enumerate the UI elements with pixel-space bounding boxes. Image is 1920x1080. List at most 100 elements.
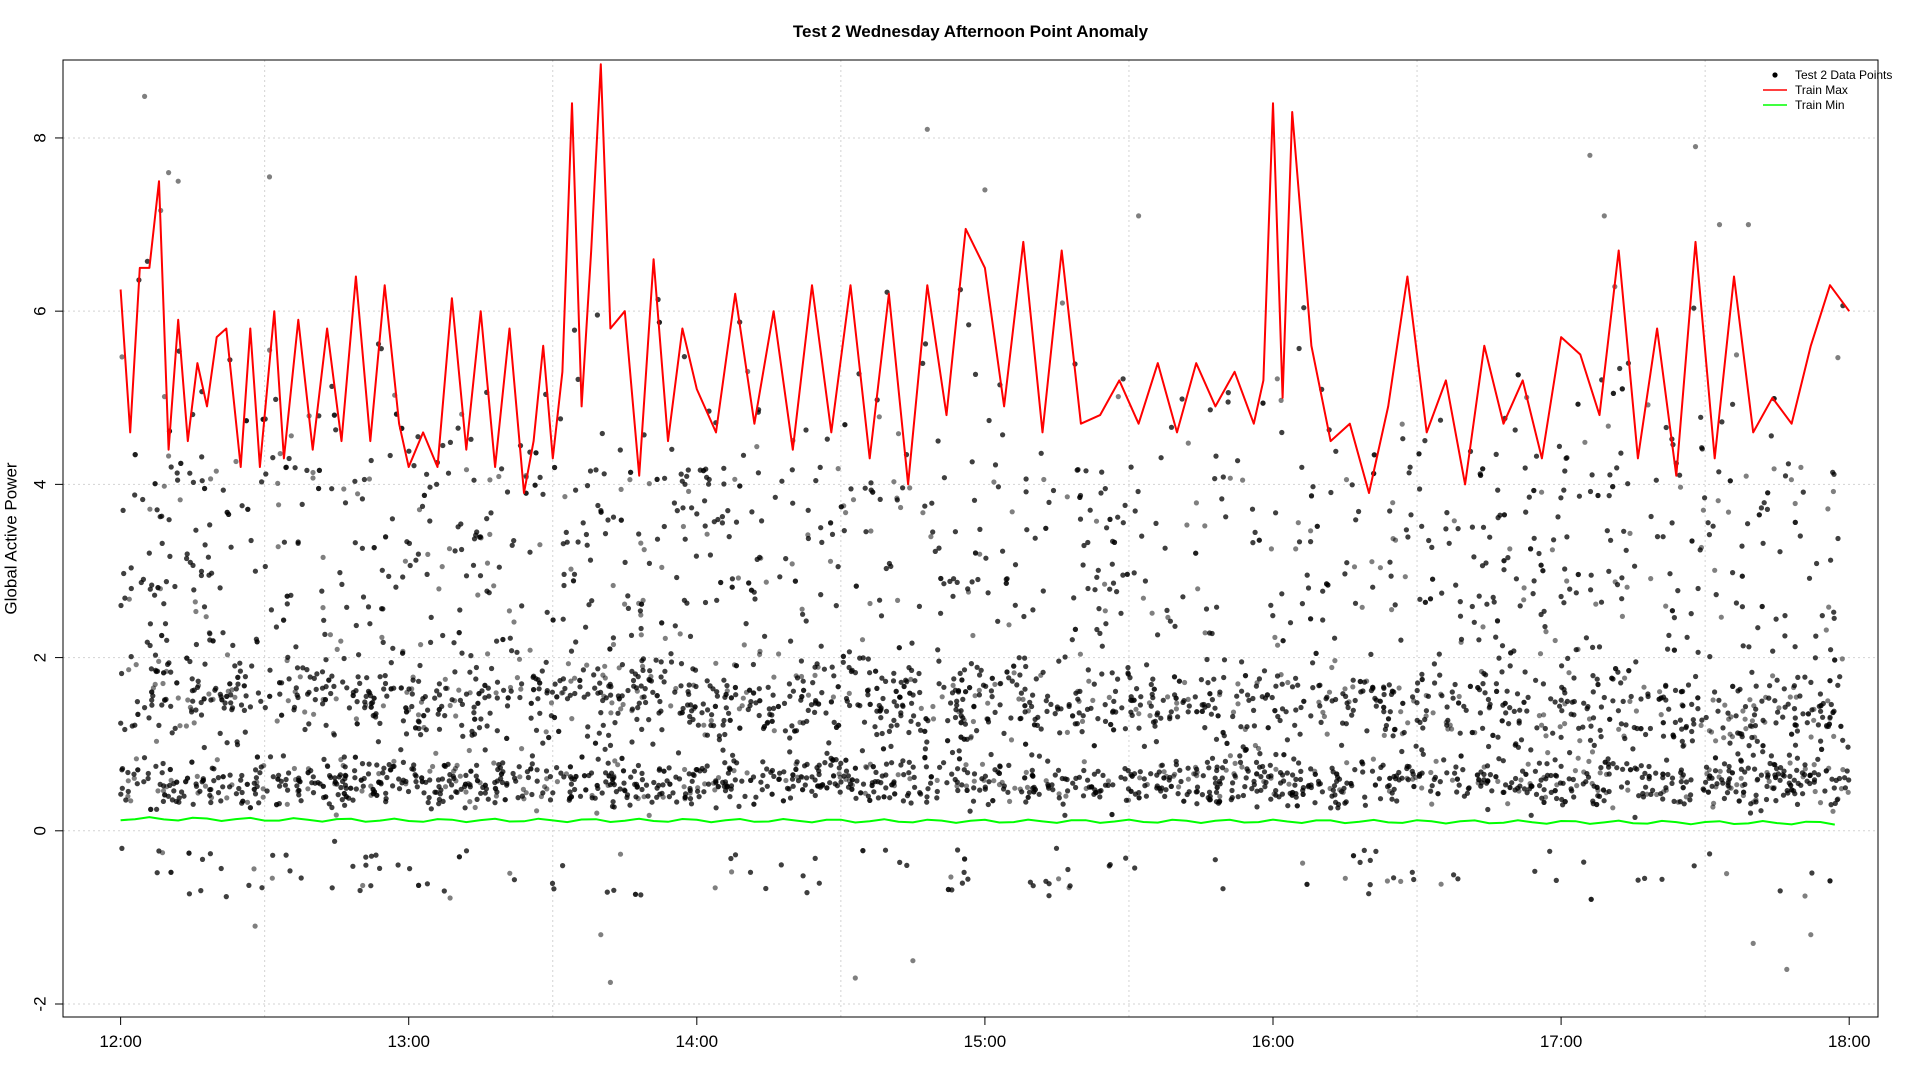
data-point <box>445 470 452 476</box>
data-point <box>1419 671 1425 677</box>
data-point <box>1102 581 1108 587</box>
data-point <box>320 605 326 611</box>
data-point <box>617 851 624 857</box>
data-point <box>1295 682 1301 688</box>
data-point <box>1534 725 1540 731</box>
data-point <box>1547 848 1553 854</box>
data-point <box>668 651 674 657</box>
data-point <box>211 778 217 784</box>
data-point <box>260 786 266 792</box>
data-point <box>1594 676 1600 682</box>
data-point <box>1562 721 1568 727</box>
data-point <box>380 703 386 709</box>
data-point <box>1230 713 1236 720</box>
data-point <box>323 722 329 728</box>
data-point <box>1839 656 1845 662</box>
data-point <box>1250 540 1256 546</box>
data-point <box>1069 637 1075 643</box>
data-point <box>183 723 189 729</box>
data-point <box>1390 536 1396 542</box>
data-point <box>1044 708 1050 715</box>
data-point <box>1804 778 1810 784</box>
data-point <box>911 774 917 781</box>
data-point <box>1677 484 1684 490</box>
data-point <box>1566 670 1572 676</box>
data-point <box>1465 786 1471 792</box>
data-point <box>423 727 429 733</box>
data-point <box>1056 791 1062 797</box>
data-point <box>1703 714 1709 721</box>
data-point <box>908 676 914 682</box>
data-point <box>1362 794 1368 800</box>
data-point <box>1830 808 1836 814</box>
data-point <box>440 442 446 449</box>
data-point <box>895 772 901 778</box>
data-point <box>951 676 957 682</box>
data-point <box>1234 693 1240 699</box>
data-point <box>1008 737 1015 743</box>
data-point <box>499 466 505 472</box>
data-point <box>1688 611 1694 617</box>
data-point <box>822 760 828 766</box>
data-point <box>398 685 404 691</box>
data-point <box>1835 355 1841 361</box>
data-point <box>895 597 901 604</box>
data-point <box>622 601 628 607</box>
data-point <box>1727 731 1733 737</box>
data-point <box>1429 801 1435 807</box>
data-point <box>954 783 960 789</box>
data-point <box>534 808 540 814</box>
data-point <box>1077 688 1083 695</box>
data-point <box>681 784 687 790</box>
data-point <box>1531 535 1537 541</box>
data-point <box>1632 563 1638 569</box>
data-point <box>704 732 711 738</box>
data-point <box>859 637 866 643</box>
data-point <box>1495 778 1501 785</box>
data-point <box>511 877 517 883</box>
data-point <box>1053 845 1060 851</box>
data-point <box>403 731 410 737</box>
data-point <box>1726 716 1732 722</box>
data-point <box>1677 472 1683 478</box>
data-point <box>133 662 139 668</box>
data-point <box>1624 584 1630 590</box>
data-point <box>1770 673 1776 679</box>
data-point <box>1514 691 1521 697</box>
data-point <box>405 788 412 795</box>
data-point <box>602 531 609 537</box>
data-point <box>161 483 167 489</box>
data-point <box>771 674 777 680</box>
data-point <box>515 795 521 801</box>
data-point <box>646 812 652 819</box>
data-point <box>1386 682 1392 688</box>
data-point <box>618 706 624 712</box>
data-point <box>1627 698 1633 705</box>
data-point <box>1092 587 1098 593</box>
data-point <box>447 439 453 445</box>
data-point <box>1663 603 1669 609</box>
data-point <box>721 481 727 487</box>
data-point <box>771 773 777 780</box>
data-point <box>1093 518 1100 524</box>
data-point <box>609 700 615 706</box>
data-point <box>549 880 556 887</box>
data-point <box>1586 758 1592 765</box>
data-point <box>771 728 777 734</box>
data-point <box>748 699 754 705</box>
data-point <box>965 586 971 592</box>
data-point <box>991 778 997 784</box>
data-point <box>638 632 644 638</box>
data-point <box>918 705 924 712</box>
data-point <box>484 516 490 522</box>
data-point <box>487 531 493 538</box>
data-point <box>757 651 763 658</box>
data-point <box>594 810 600 816</box>
data-point <box>1286 781 1292 787</box>
data-point <box>740 452 747 458</box>
data-point <box>1074 467 1080 473</box>
data-point <box>147 506 153 512</box>
data-point <box>425 551 431 558</box>
data-point <box>352 540 358 546</box>
data-point <box>1275 642 1281 648</box>
